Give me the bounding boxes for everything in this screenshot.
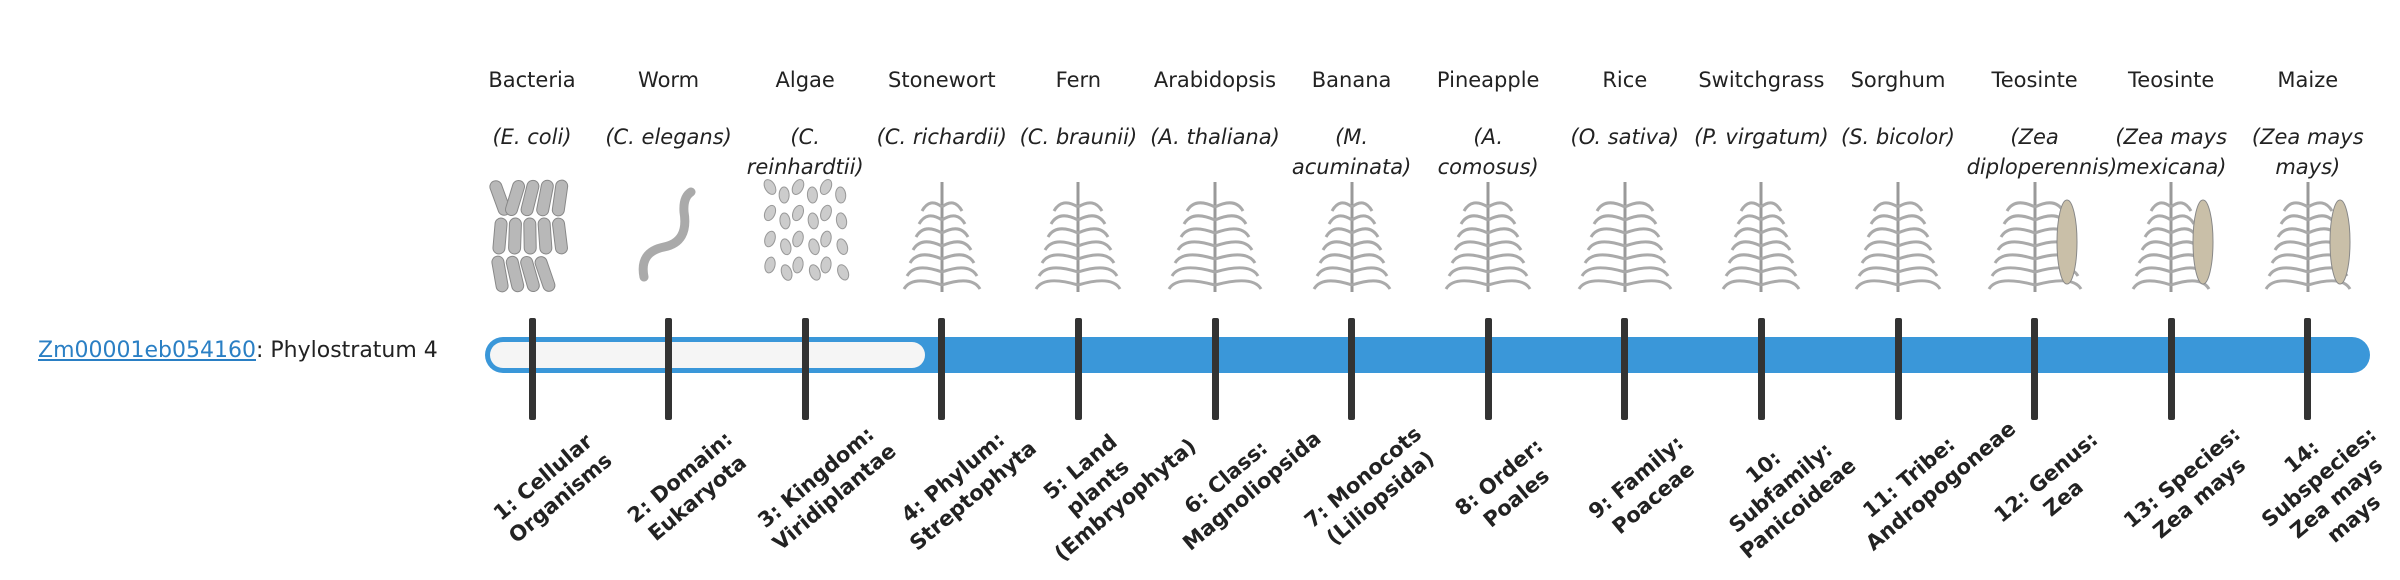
organism-illustration (902, 182, 982, 292)
scientific-name: (O. sativa) (1570, 125, 1680, 149)
common-name: Bacteria (488, 68, 576, 92)
timeline-tick (1348, 318, 1356, 420)
common-name: Fern (1055, 68, 1102, 92)
timeline-tick (2167, 318, 2175, 420)
organism-illustration (1577, 182, 1673, 292)
common-name: Sorghum (1850, 68, 1946, 92)
rank-label: 11: Tribe: Andropogoneae (1858, 416, 2021, 556)
common-name: Algae (775, 68, 835, 92)
organism-illustration (1312, 182, 1391, 292)
organism-illustration (2131, 182, 2214, 292)
timeline-tick (1757, 318, 1765, 420)
organism-illustration (638, 187, 696, 282)
common-name: Stonewort (888, 68, 996, 92)
timeline-tick (665, 318, 673, 420)
organism-illustration (1167, 182, 1263, 292)
rank-label: 14: Subspecies: Zea mays mays (2256, 422, 2387, 548)
common-name: Teosinte (1991, 68, 2078, 92)
timeline-tick (2031, 318, 2039, 420)
timeline-tick (1484, 318, 1492, 420)
common-name: Teosinte (2128, 68, 2215, 92)
scientific-name: (C. elegans) (605, 125, 732, 149)
scientific-name: (S. bicolor) (1841, 125, 1955, 149)
rank-label: 5: Land plants (Embryophyta) (1039, 429, 1202, 566)
rank-label: 4: Phylum: Streptophyta (896, 427, 1041, 556)
rank-label: 8: Order: Poales (1450, 433, 1555, 533)
timeline-tick (1621, 318, 1629, 420)
rank-label: 1: Cellular Organisms (488, 429, 617, 548)
timeline-tick (1894, 318, 1902, 420)
rank-label: 2: Domain: Eukaryota (622, 426, 751, 546)
common-name: Maize (2277, 68, 2339, 92)
timeline-tick (1211, 318, 1219, 420)
scientific-name: (Zea mays mays) (2251, 125, 2364, 179)
common-name: Banana (1311, 68, 1392, 92)
timeline-empty (490, 342, 925, 368)
common-name: Arabidopsis (1153, 68, 1277, 92)
scientific-name: (C. braunii) (1019, 125, 1138, 149)
common-name: Switchgrass (1698, 68, 1825, 92)
organism-illustration (489, 179, 569, 293)
organism-illustration (1444, 182, 1532, 292)
timeline-tick (801, 318, 809, 420)
timeline-tick (528, 318, 536, 420)
gene-suffix: : Phylostratum 4 (255, 338, 438, 363)
scientific-name: (P. virgatum) (1694, 125, 1829, 149)
rank-label: 3: Kingdom: Viridiplantae (753, 421, 901, 556)
rank-label: 9: Family: Poaceae (1583, 430, 1699, 539)
rank-label: 10: Subfamily: Panicoideae (1724, 437, 1861, 564)
scientific-name: (Zea mays mexicana) (2115, 125, 2228, 179)
organism-illustration (1722, 182, 1801, 292)
timeline-tick (1074, 318, 1082, 420)
organism-illustration (1854, 182, 1942, 292)
organism-illustration (1987, 182, 2082, 292)
organism-illustration (2264, 182, 2352, 292)
common-name: Worm (638, 68, 700, 92)
gene-link[interactable]: Zm00001eb054160 (38, 338, 256, 363)
scientific-name: (A. thaliana) (1150, 125, 1280, 149)
timeline-tick (2304, 318, 2312, 420)
timeline-tick (938, 318, 946, 420)
scientific-name: (E. coli) (492, 125, 572, 149)
common-name: Rice (1602, 68, 1648, 92)
scientific-name: (M. acuminata) (1291, 125, 1412, 179)
scientific-name: (A. comosus) (1437, 125, 1539, 179)
gene-label: Zm00001eb054160: Phylostratum 4 (38, 338, 438, 363)
organism-illustration (1035, 182, 1122, 292)
scientific-name: (C. reinhardtii) (746, 125, 864, 179)
common-name: Pineapple (1436, 68, 1540, 92)
scientific-name: (Zea diploperennis) (1966, 125, 2118, 179)
scientific-name: (C. richardii) (876, 125, 1007, 149)
organism-illustration (763, 178, 850, 281)
